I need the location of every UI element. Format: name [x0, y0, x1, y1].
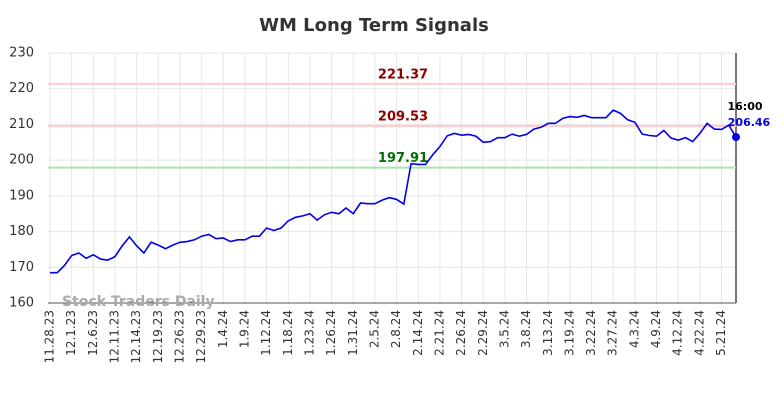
x-tick-label: 4.9.24 — [649, 310, 663, 348]
x-tick-label: 12.6.23 — [86, 310, 100, 356]
x-tick-label: 1.18.24 — [281, 310, 295, 356]
x-tick-label: 2.29.24 — [476, 310, 490, 356]
chart-title: WM Long Term Signals — [259, 15, 489, 36]
x-tick-label: 12.11.23 — [107, 310, 121, 363]
signal-label: 209.53 — [378, 110, 428, 125]
x-tick-label: 12.14.23 — [129, 310, 143, 363]
y-tick-label: 170 — [9, 260, 34, 275]
y-tick-label: 210 — [9, 117, 34, 132]
x-tick-label: 2.8.24 — [389, 310, 403, 348]
x-tick-label: 1.31.24 — [346, 310, 360, 356]
y-tick-label: 160 — [9, 296, 34, 311]
x-tick-label: 1.12.24 — [259, 310, 273, 356]
x-tick-label: 2.5.24 — [367, 310, 381, 348]
last-point — [732, 133, 740, 142]
x-tick-label: 12.19.23 — [151, 310, 165, 363]
x-tick-label: 1.9.24 — [237, 310, 251, 348]
x-tick-label: 2.21.24 — [432, 310, 446, 356]
y-tick-label: 230 — [9, 46, 34, 61]
last-value-label: 206.46 — [728, 116, 771, 129]
x-tick-label: 4.3.24 — [627, 310, 641, 348]
y-tick-label: 200 — [9, 153, 34, 168]
x-tick-label: 12.29.23 — [194, 310, 208, 363]
x-tick-label: 12.26.23 — [172, 310, 186, 363]
x-tick-label: 3.27.24 — [606, 310, 620, 356]
y-tick-label: 220 — [9, 81, 34, 96]
price-line — [50, 109, 737, 274]
x-tick-label: 3.19.24 — [562, 310, 576, 356]
x-tick-label: 3.13.24 — [541, 310, 555, 356]
signal-label: 221.37 — [378, 67, 428, 82]
x-tick-label: 3.22.24 — [584, 310, 598, 356]
x-tick-label: 1.26.24 — [324, 310, 338, 356]
x-tick-label: 12.1.23 — [64, 310, 78, 356]
watermark: Stock Traders Daily — [62, 294, 215, 310]
x-tick-label: 1.23.24 — [302, 310, 316, 356]
x-tick-label: 3.8.24 — [519, 310, 533, 348]
x-tick-label: 4.22.24 — [692, 310, 706, 356]
x-tick-label: 2.26.24 — [454, 310, 468, 356]
y-tick-label: 180 — [9, 224, 34, 239]
x-tick-label: 1.4.24 — [216, 310, 230, 348]
x-tick-label: 5.21.24 — [714, 310, 728, 356]
signal-label: 197.91 — [378, 151, 428, 166]
x-tick-label: 11.28.23 — [43, 310, 57, 363]
x-tick-label: 4.12.24 — [671, 310, 685, 356]
last-time-label: 16:00 — [727, 100, 762, 113]
y-tick-label: 190 — [9, 188, 34, 203]
x-tick-label: 3.5.24 — [497, 310, 511, 348]
x-tick-label: 2.14.24 — [411, 310, 425, 356]
